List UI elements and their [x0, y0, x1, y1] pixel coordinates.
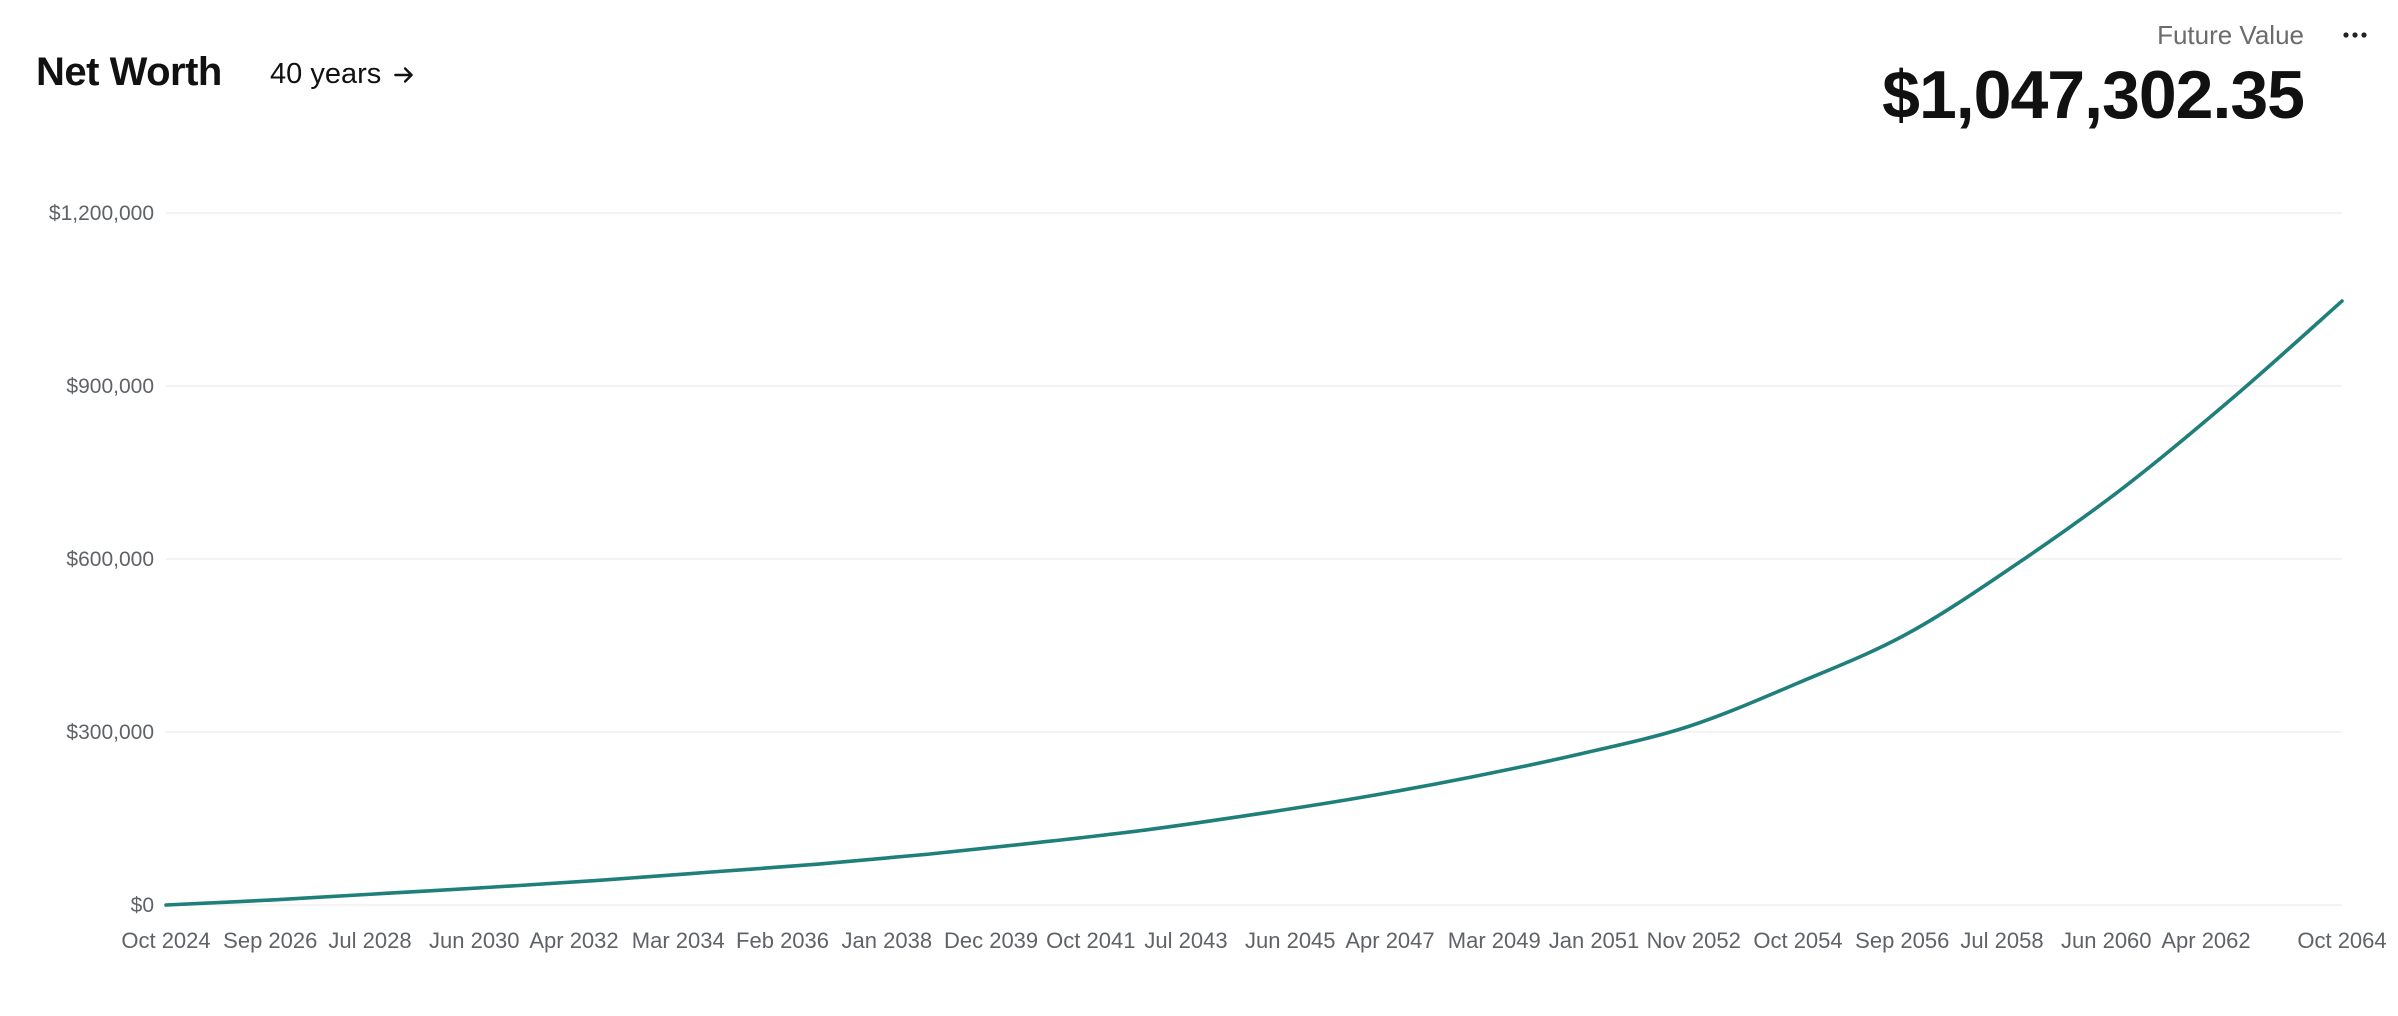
x-tick-label: Apr 2062 — [2161, 928, 2250, 953]
x-tick-label: Oct 2024 — [121, 928, 210, 953]
chart-header: Net Worth 40 years Future Value $1,047,3… — [0, 0, 2398, 140]
range-label: 40 years — [270, 58, 382, 90]
x-tick-label: Jun 2045 — [1245, 928, 1336, 953]
range-selector-button[interactable]: 40 years — [270, 58, 417, 91]
x-tick-label: Mar 2034 — [632, 928, 725, 953]
x-tick-label: Jul 2028 — [328, 928, 411, 953]
x-tick-label: Jul 2058 — [1960, 928, 2043, 953]
x-tick-label: Feb 2036 — [736, 928, 829, 953]
y-tick-label: $1,200,000 — [49, 202, 154, 225]
x-tick-label: Jul 2043 — [1144, 928, 1227, 953]
x-tick-label: Apr 2032 — [529, 928, 618, 953]
y-tick-label: $900,000 — [66, 375, 154, 398]
future-value-label: Future Value — [2157, 20, 2304, 50]
x-tick-label: Jun 2060 — [2061, 928, 2152, 953]
x-tick-label: Oct 2054 — [1753, 928, 1842, 953]
y-tick-label: $600,000 — [66, 548, 154, 571]
future-value-amount: $1,047,302.35 — [1882, 57, 2305, 133]
more-horizontal-icon[interactable] — [2338, 22, 2372, 48]
x-tick-label: Jan 2051 — [1549, 928, 1640, 953]
net-worth-series-line — [164, 299, 2344, 907]
x-tick-label: Mar 2049 — [1448, 928, 1541, 953]
x-tick-label: Oct 2041 — [1046, 928, 1135, 953]
x-tick-label: Jun 2030 — [429, 928, 520, 953]
y-tick-label: $300,000 — [66, 721, 154, 744]
x-tick-label: Sep 2026 — [223, 928, 317, 953]
x-tick-label: Sep 2056 — [1855, 928, 1949, 953]
x-tick-label: Nov 2052 — [1647, 928, 1741, 953]
x-tick-label: Jan 2038 — [842, 928, 933, 953]
x-tick-label: Oct 2064 — [2297, 928, 2386, 953]
page-title: Net Worth — [36, 50, 222, 94]
y-tick-label: $0 — [131, 894, 154, 917]
x-tick-label: Apr 2047 — [1345, 928, 1434, 953]
arrow-right-icon — [394, 66, 414, 83]
x-tick-label: Dec 2039 — [944, 928, 1038, 953]
